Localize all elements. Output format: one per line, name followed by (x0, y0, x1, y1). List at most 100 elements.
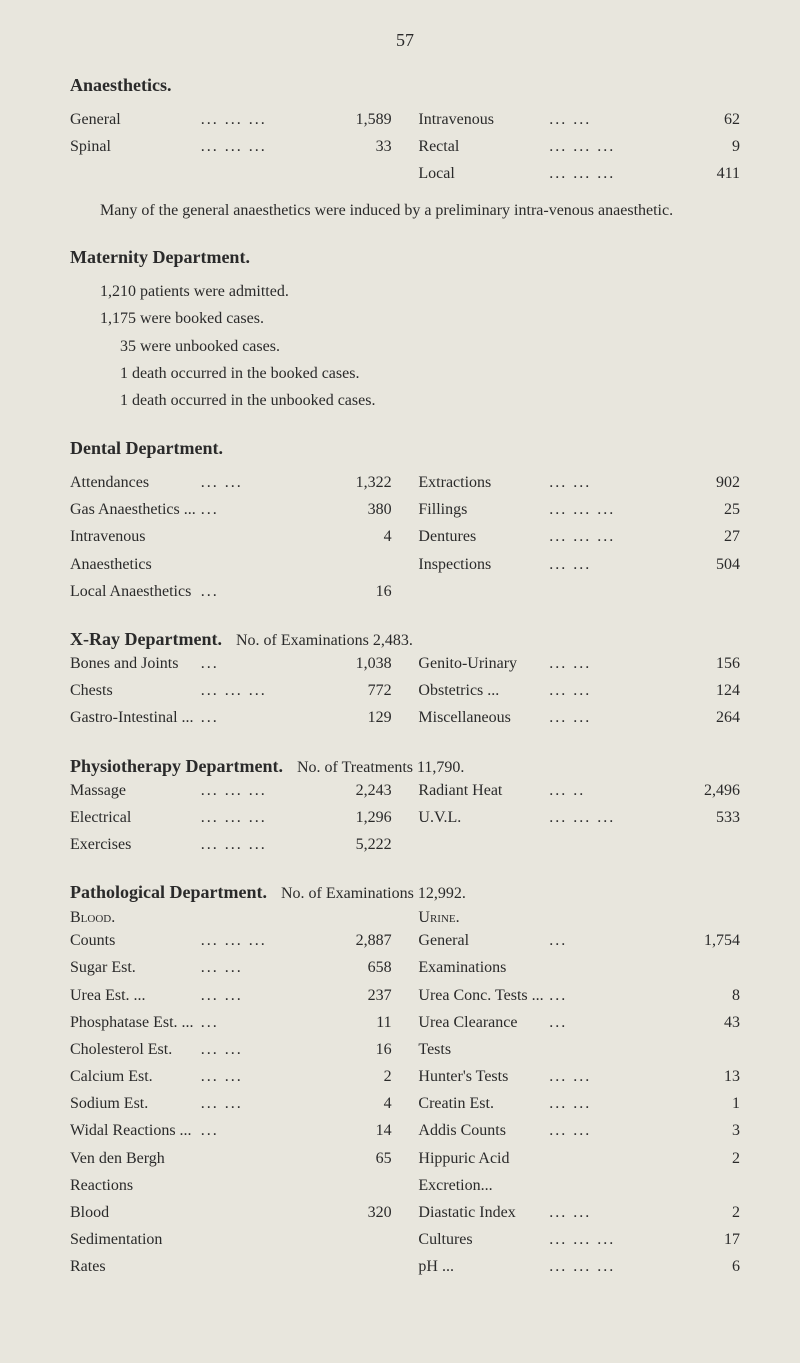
stat-label: Urea Est. ... (70, 982, 201, 1009)
stat-row: Counts... ... ...2,887 (70, 927, 392, 954)
xray-heading: X-Ray Department. (70, 629, 222, 649)
xray-heading-row: X-Ray Department. No. of Examinations 2,… (70, 629, 740, 650)
anaesthetics-heading: Anaesthetics. (70, 75, 740, 96)
stat-value: 411 (680, 160, 740, 187)
dots: ... ... (549, 1117, 680, 1144)
stat-row: Creatin Est.... ...1 (418, 1090, 740, 1117)
stat-value: 2,243 (332, 777, 392, 804)
physio-heading-row: Physiotherapy Department. No. of Treatme… (70, 756, 740, 777)
stat-label: Creatin Est. (418, 1090, 549, 1117)
blood-col: Blood. Counts... ... ...2,887Sugar Est..… (70, 903, 392, 1280)
stat-value: 1,754 (680, 927, 740, 981)
maternity-line: 1 death occurred in the unbooked cases. (70, 387, 740, 414)
dots: ... ... ... (549, 496, 680, 523)
stat-value: 320 (332, 1199, 392, 1281)
dots: ... ... (549, 704, 680, 731)
stat-label: General Examinations (418, 927, 549, 981)
physio-right-col: Radiant Heat... ..2,496U.V.L.... ... ...… (418, 777, 740, 859)
dots: ... ... (201, 1090, 332, 1117)
dots: ... ... (549, 1090, 680, 1117)
stat-value: 13 (680, 1063, 740, 1090)
stat-label: Counts (70, 927, 201, 954)
xray-columns: Bones and Joints...1,038Chests... ... ..… (70, 650, 740, 732)
dots (201, 1199, 332, 1281)
stat-label: Ven den Bergh Reactions (70, 1145, 201, 1199)
stat-value: 5,222 (332, 831, 392, 858)
stat-row: Electrical... ... ...1,296 (70, 804, 392, 831)
dots: ... ... (549, 1063, 680, 1090)
stat-label: Spinal (70, 133, 201, 160)
stat-label: Local Anaesthetics (70, 578, 201, 605)
stat-row: Urea Clearance Tests...43 (418, 1009, 740, 1063)
dots: ... ... (549, 1199, 680, 1226)
stat-row: Blood Sedimentation Rates320 (70, 1199, 392, 1281)
stat-row: Miscellaneous... ...264 (418, 704, 740, 731)
stat-value: 62 (680, 106, 740, 133)
pathological-heading: Pathological Department. (70, 882, 267, 902)
dental-heading: Dental Department. (70, 438, 740, 459)
dots: ... ... ... (201, 831, 332, 858)
stat-label: Massage (70, 777, 201, 804)
stat-label: Phosphatase Est. ... (70, 1009, 201, 1036)
stat-value: 1,589 (332, 106, 392, 133)
xray-subtitle: No. of Examinations 2,483. (236, 632, 413, 649)
stat-row: Sodium Est.... ...4 (70, 1090, 392, 1117)
dots: ... ... (201, 469, 332, 496)
dots: ... (549, 982, 680, 1009)
stat-value: 156 (680, 650, 740, 677)
stat-value: 2 (680, 1199, 740, 1226)
stat-label: Gas Anaesthetics ... (70, 496, 201, 523)
blood-list: Counts... ... ...2,887Sugar Est.... ...6… (70, 927, 392, 1280)
stat-label: Exercises (70, 831, 201, 858)
stat-value: 2,496 (680, 777, 740, 804)
stat-row: General Examinations...1,754 (418, 927, 740, 981)
stat-label: General (70, 106, 201, 133)
stat-value: 2 (680, 1145, 740, 1199)
stat-row: Sugar Est.... ...658 (70, 954, 392, 981)
urine-list: General Examinations...1,754Urea Conc. T… (418, 927, 740, 1280)
stat-value: 1 (680, 1090, 740, 1117)
stat-value: 1,038 (332, 650, 392, 677)
physio-heading: Physiotherapy Department. (70, 756, 283, 776)
stat-value: 1,296 (332, 804, 392, 831)
stat-row: Inspections... ...504 (418, 551, 740, 578)
dots: ... ... ... (201, 677, 332, 704)
stat-label: Intravenous Anaesthetics (70, 523, 201, 577)
stat-row: Calcium Est.... ...2 (70, 1063, 392, 1090)
stat-row: Massage... ... ...2,243 (70, 777, 392, 804)
stat-label: Diastatic Index (418, 1199, 549, 1226)
blood-heading: Blood. (70, 909, 392, 927)
stat-row: Fillings... ... ...25 (418, 496, 740, 523)
stat-value: 17 (680, 1226, 740, 1253)
anaesthetics-columns: General... ... ...1,589Spinal... ... ...… (70, 106, 740, 188)
dots: ... ... ... (549, 1226, 680, 1253)
urine-col: Urine. General Examinations...1,754Urea … (418, 903, 740, 1280)
stat-label: Intravenous (418, 106, 549, 133)
dots: ... ... (549, 677, 680, 704)
dots: ... ... ... (549, 160, 680, 187)
stat-label: Genito-Urinary (418, 650, 549, 677)
stat-value: 8 (680, 982, 740, 1009)
stat-label: Urea Conc. Tests ... (418, 982, 549, 1009)
stat-value: 264 (680, 704, 740, 731)
dots: ... (201, 1117, 332, 1144)
stat-value: 902 (680, 469, 740, 496)
dots: ... ... (201, 1036, 332, 1063)
page-number: 57 (70, 30, 740, 51)
stat-label: Chests (70, 677, 201, 704)
stat-row: Gas Anaesthetics ......380 (70, 496, 392, 523)
stat-value: 2 (332, 1063, 392, 1090)
dots: ... ... (549, 551, 680, 578)
stat-value: 6 (680, 1253, 740, 1280)
stat-label: Addis Counts (418, 1117, 549, 1144)
stat-value: 658 (332, 954, 392, 981)
pathological-columns: Blood. Counts... ... ...2,887Sugar Est..… (70, 903, 740, 1280)
dental-columns: Attendances... ...1,322Gas Anaesthetics … (70, 469, 740, 605)
stat-value: 129 (332, 704, 392, 731)
stat-row: Intravenous Anaesthetics4 (70, 523, 392, 577)
stat-label: Miscellaneous (418, 704, 549, 731)
stat-row: Urea Conc. Tests ......8 (418, 982, 740, 1009)
stat-value: 237 (332, 982, 392, 1009)
stat-value: 4 (332, 1090, 392, 1117)
stat-row: Hunter's Tests... ...13 (418, 1063, 740, 1090)
